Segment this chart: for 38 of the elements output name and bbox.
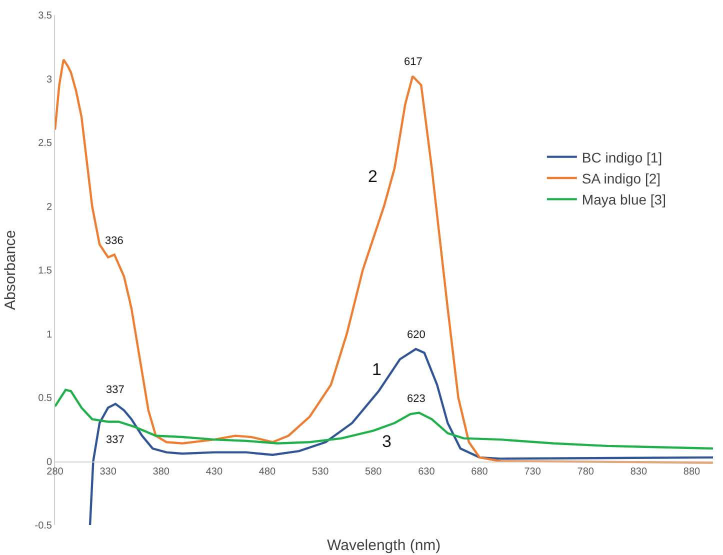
annotation: 623 (407, 393, 426, 405)
y-tick-label: 0 (46, 456, 52, 468)
x-tick-label: 780 (577, 466, 594, 478)
annotation: 617 (404, 56, 422, 68)
y-tick-label: 2.5 (38, 138, 52, 149)
y-tick-label: 1 (46, 329, 52, 340)
x-tick-label: 380 (152, 466, 170, 478)
line-series (55, 58, 713, 464)
y-tick-label: 3 (46, 74, 52, 86)
x-tick-label: 430 (206, 466, 223, 478)
y-tick-label: 0.5 (38, 393, 52, 404)
annotation: 337 (106, 384, 124, 396)
x-tick-label: 730 (524, 466, 542, 478)
y-tick-label: 1.5 (38, 266, 52, 276)
annotation: 2 (368, 167, 378, 186)
annotation: 1 (372, 360, 382, 379)
annotation: 337 (106, 434, 124, 446)
x-tick-label: 830 (630, 466, 648, 478)
line-series (88, 348, 713, 525)
x-tick-label: 330 (100, 466, 117, 478)
y-tick-label: -0.5 (34, 520, 52, 532)
x-tick-label: 880 (683, 466, 701, 478)
legend-label: SA indigo [2] (582, 170, 661, 186)
annotation: 3 (382, 432, 392, 451)
x-tick-label: 530 (312, 466, 330, 478)
x-tick-label: 680 (471, 466, 488, 478)
annotation: 336 (105, 235, 124, 247)
x-tick-label: 580 (365, 466, 382, 478)
legend-label: BC indigo [1] (582, 149, 662, 166)
legend-label: Maya blue [3] (582, 192, 666, 208)
y-axis-title: Absorbance (2, 230, 20, 310)
x-tick-label: 630 (418, 466, 436, 478)
y-tick-label: 2 (46, 202, 52, 213)
x-axis-title: Wavelength (nm) (327, 537, 441, 554)
y-tick-label: 3.5 (38, 10, 52, 22)
annotation: 620 (407, 329, 426, 341)
x-tick-label: 280 (46, 466, 64, 478)
x-tick-label: 480 (258, 466, 276, 478)
